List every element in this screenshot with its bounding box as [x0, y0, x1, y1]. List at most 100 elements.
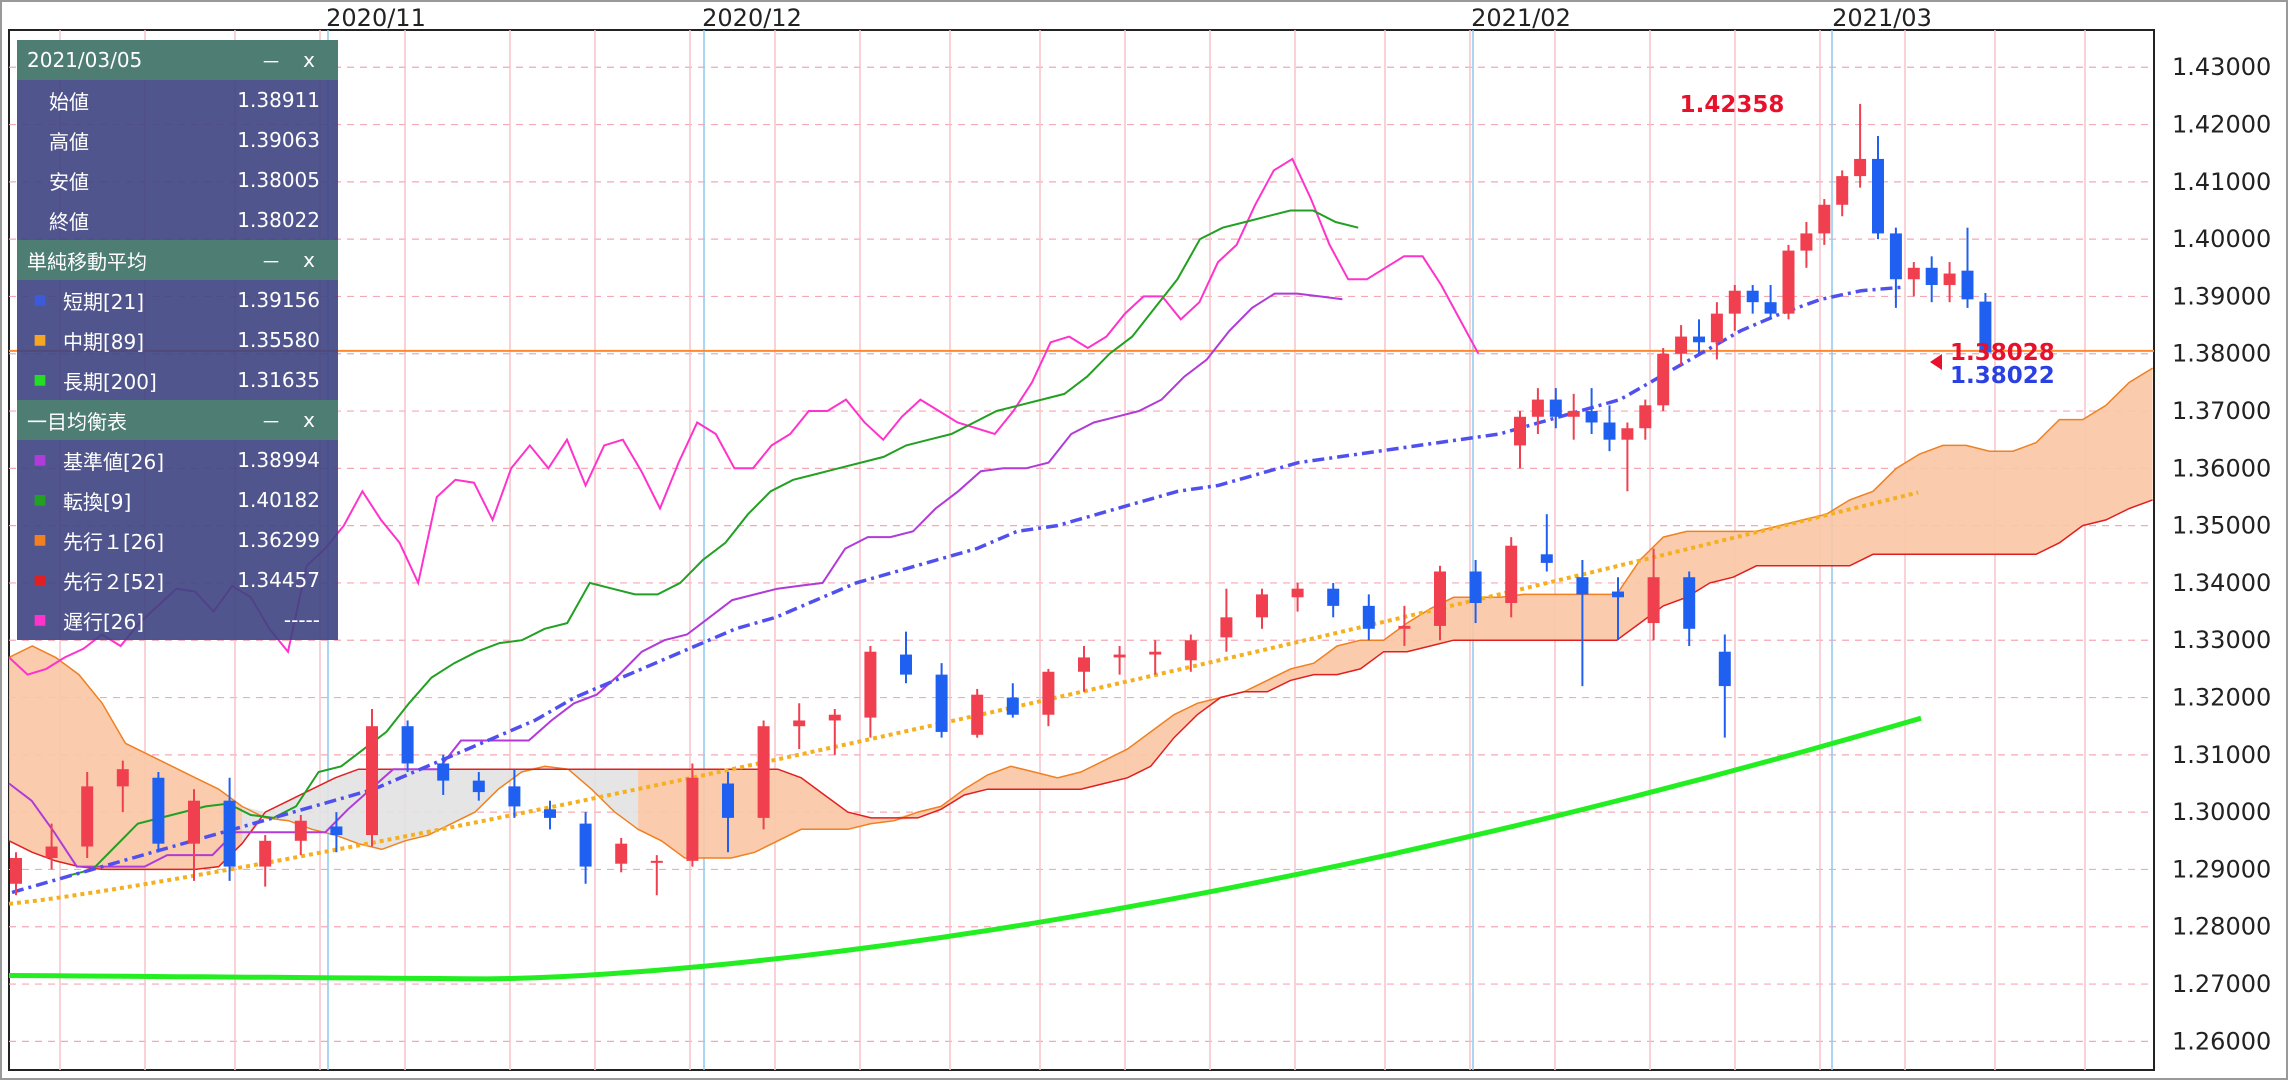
candle-up — [1220, 617, 1233, 638]
candle-up — [828, 714, 841, 721]
candle-up — [1675, 336, 1688, 354]
candle-down — [1006, 697, 1019, 715]
candle-down — [1540, 554, 1553, 563]
legend-square-icon: ■ — [33, 532, 47, 548]
ohlc-row-close: 終値 1.38022 — [17, 200, 338, 240]
sma-value: 1.31635 — [237, 368, 320, 392]
sma-short-line — [11, 285, 1902, 895]
y-tick-label: 1.35000 — [2172, 512, 2271, 540]
ohlc-label: 高値 — [49, 129, 89, 154]
candle-up — [1621, 428, 1634, 440]
candle-up — [1800, 233, 1813, 251]
candle-up — [793, 720, 806, 727]
candle-up — [1907, 267, 1920, 280]
sma-header: 単純移動平均 － x — [17, 240, 338, 280]
candle-up — [1728, 290, 1741, 314]
candle-down — [1889, 233, 1902, 280]
candle-up — [1042, 671, 1055, 715]
ichimoku-label: 転換[9] — [63, 489, 132, 514]
sma-row-short: ■ 短期[21] 1.39156 — [17, 280, 338, 320]
candle-down — [1549, 399, 1562, 417]
minimize-button[interactable]: － — [261, 49, 281, 74]
ichimoku-header: 一目均衡表 － x — [17, 400, 338, 440]
y-tick-label: 1.41000 — [2172, 168, 2271, 196]
sma-label: 長期[200] — [63, 369, 157, 394]
legend-square-icon: ■ — [33, 452, 47, 468]
legend-square-icon: ■ — [33, 492, 47, 508]
ohlc-value: 1.38022 — [237, 208, 320, 232]
current-price-arrow-icon — [1930, 354, 1942, 370]
candle-down — [330, 826, 343, 836]
legend-square-icon: ■ — [33, 332, 47, 348]
close-button[interactable]: x — [303, 48, 315, 72]
y-tick-label: 1.27000 — [2172, 970, 2271, 998]
candle-up — [1943, 273, 1956, 285]
minimize-button[interactable]: － — [261, 249, 281, 274]
current-price-label-red: 1.38028 — [1950, 340, 2055, 366]
ohlc-header: 2021/03/05 － x — [17, 40, 338, 80]
candle-down — [1872, 158, 1884, 234]
candle-up — [116, 769, 129, 787]
ohlc-label: 始値 — [49, 89, 89, 114]
ichimoku-value: 1.38994 — [237, 448, 320, 472]
y-tick-label: 1.43000 — [2172, 53, 2271, 81]
candle-up — [864, 651, 877, 718]
y-tick-label: 1.26000 — [2172, 1027, 2271, 1055]
ohlc-label: 安値 — [49, 169, 89, 194]
candle-up — [1782, 250, 1795, 314]
candle-down — [900, 654, 912, 675]
candle-up — [1531, 399, 1544, 417]
x-month-label: 2020/11 — [326, 4, 426, 32]
candle-up — [1657, 353, 1670, 406]
candle-down — [1693, 336, 1705, 343]
candle-down — [579, 823, 592, 867]
candle-down — [1979, 301, 1992, 353]
sma-row-mid: ■ 中期[89] 1.35580 — [17, 320, 338, 360]
current-price-label-blue: 1.38022 — [1950, 363, 2055, 389]
candle-up — [1505, 545, 1518, 604]
sma-long-line — [8, 715, 1922, 982]
y-tick-label: 1.37000 — [2172, 397, 2271, 425]
ohlc-row-high: 高値 1.39063 — [17, 120, 338, 160]
ichimoku-value: ----- — [283, 608, 320, 632]
ichimoku-row-senkou1: ■ 先行１[26] 1.36299 — [17, 520, 338, 560]
candle-down — [1603, 422, 1616, 440]
candle-up — [1567, 411, 1580, 417]
candle-up — [81, 786, 94, 847]
candle-up — [1647, 577, 1660, 624]
candle-down — [544, 809, 556, 818]
y-tick-label: 1.38000 — [2172, 340, 2271, 368]
sma-label: 短期[21] — [63, 289, 145, 314]
candle-up — [1149, 651, 1162, 655]
candle-up — [1639, 405, 1652, 429]
y-tick-label: 1.32000 — [2172, 684, 2271, 712]
close-button[interactable]: x — [303, 408, 315, 432]
candle-up — [1113, 654, 1126, 658]
candle-up — [757, 726, 770, 818]
ichimoku-label: 基準値[26] — [63, 449, 165, 474]
candle-up — [971, 694, 984, 735]
sma-title: 単純移動平均 — [27, 249, 147, 274]
y-tick-label: 1.34000 — [2172, 569, 2271, 597]
sma-label: 中期[89] — [63, 329, 145, 354]
indicator-panel: 2021/03/05 － x 始値 1.38911 高値 1.39063 安値 … — [17, 40, 338, 640]
candle-up — [294, 820, 307, 841]
candle-down — [1683, 577, 1696, 629]
candle-up — [10, 857, 22, 884]
y-tick-label: 1.36000 — [2172, 454, 2271, 482]
ichimoku-value: 1.36299 — [237, 528, 320, 552]
candle-down — [1925, 267, 1938, 285]
minimize-button[interactable]: － — [261, 409, 281, 434]
candle-up — [1514, 416, 1526, 446]
ichimoku-row-chikou: ■ 遅行[26] ----- — [17, 600, 338, 640]
candle-up — [1291, 588, 1304, 598]
ichimoku-cloud-bull — [9, 646, 242, 870]
close-button[interactable]: x — [303, 248, 315, 272]
candle-up — [1256, 594, 1268, 618]
ichimoku-label: 先行２[52] — [63, 569, 165, 594]
ohlc-row-open: 始値 1.38911 — [17, 80, 338, 120]
legend-square-icon: ■ — [33, 292, 47, 308]
candle-up — [1398, 625, 1411, 629]
y-tick-label: 1.28000 — [2172, 913, 2271, 941]
